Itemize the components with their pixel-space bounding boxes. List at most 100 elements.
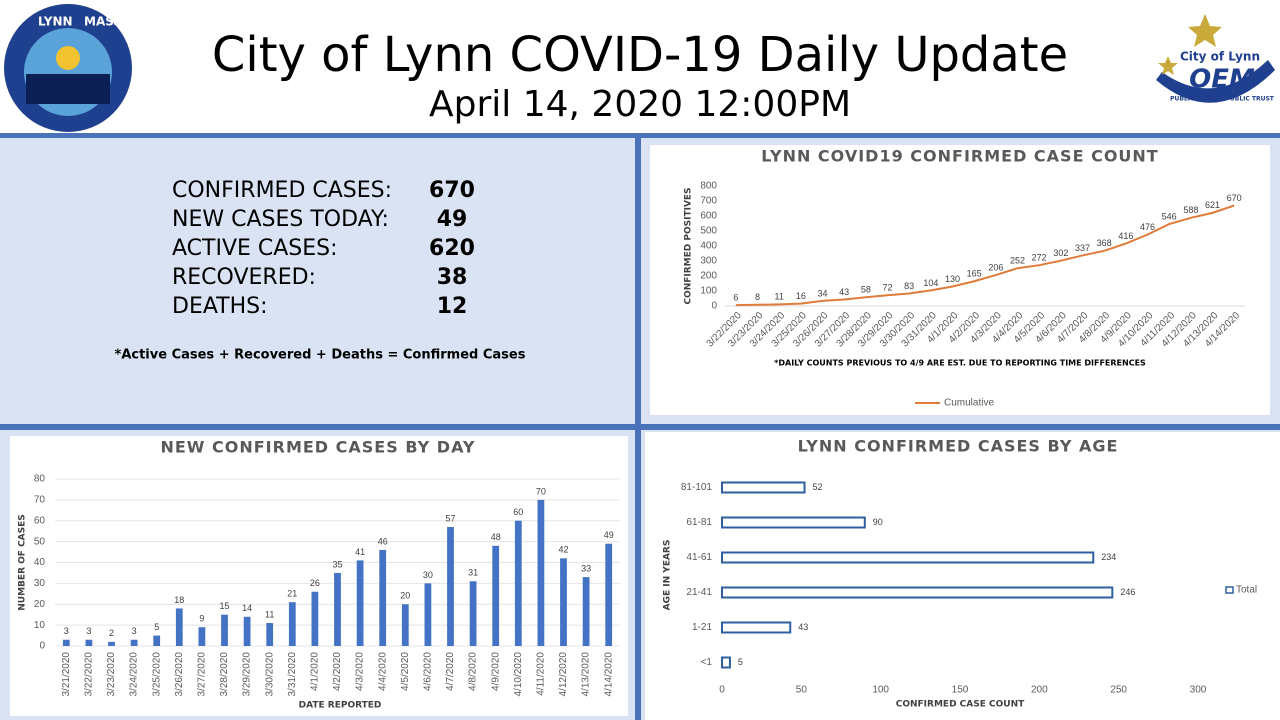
x-tick-label: 4/3/2020 (355, 652, 366, 691)
data-label: 5 (738, 657, 743, 667)
bar (721, 586, 1114, 599)
logo-star (1158, 56, 1178, 75)
chart-title: NEW CONFIRMED CASES BY DAY (160, 438, 475, 457)
y-tick-label: 50 (34, 536, 46, 547)
divider (635, 137, 641, 720)
bar (153, 635, 161, 646)
data-label: 3 (64, 626, 69, 636)
bar (514, 520, 522, 646)
x-axis-label: DATE REPORTED (299, 701, 382, 711)
data-label: 104 (923, 278, 938, 288)
bar (721, 621, 792, 634)
bar (62, 639, 70, 646)
x-tick-label: 3/24/2020 (129, 652, 140, 697)
seal-rocks (26, 74, 110, 104)
data-label: 52 (813, 482, 823, 492)
data-label: 11 (774, 292, 783, 302)
y-tick-label: 300 (700, 256, 717, 267)
y-tick-label: 200 (700, 271, 717, 282)
y-tick-label: 81-101 (681, 482, 713, 493)
bar (85, 639, 93, 646)
logo-text: OEM (1189, 65, 1255, 95)
x-tick-label: 3/25/2020 (151, 652, 162, 697)
data-label: 11 (265, 609, 274, 619)
y-axis-label: NUMBER OF CASES (18, 514, 28, 610)
x-tick-label: 3/30/2020 (264, 652, 275, 697)
data-label: 416 (1118, 231, 1133, 241)
chart-box (650, 145, 1270, 415)
data-label: 302 (1053, 248, 1068, 258)
bar (560, 558, 567, 646)
data-label: 234 (1101, 552, 1116, 562)
x-tick-label: 4/2/2020 (332, 652, 343, 691)
y-tick-label: 41-61 (686, 552, 712, 563)
data-label: 3 (86, 626, 91, 636)
data-label: 15 (219, 601, 229, 611)
data-label: 42 (558, 545, 568, 555)
data-label: 60 (513, 507, 523, 517)
bar (721, 551, 1095, 564)
data-label: 8 (755, 292, 760, 302)
y-tick-label: 30 (34, 578, 46, 589)
x-tick-label: 3/23/2020 (106, 652, 117, 697)
data-label: 46 (378, 536, 388, 546)
y-tick-label: 61-81 (686, 517, 712, 528)
stat-label: NEW CASES TODAY: (172, 207, 389, 232)
x-tick-label: 4/6/2020 (423, 652, 434, 691)
legend-label: Total (1236, 585, 1257, 596)
data-label: 72 (882, 283, 892, 293)
y-tick-label: 400 (700, 241, 717, 252)
stat-value: 12 (437, 294, 468, 319)
bar (175, 608, 183, 646)
stat-value: 49 (437, 207, 468, 232)
bar (356, 560, 364, 646)
data-label: 33 (581, 563, 591, 573)
data-label: 18 (174, 595, 184, 605)
chart-box (645, 432, 1280, 720)
data-label: 272 (1032, 253, 1047, 263)
y-tick-label: 500 (700, 226, 717, 237)
x-tick-label: 3/22/2020 (84, 652, 95, 697)
data-label: 34 (817, 288, 827, 298)
y-tick-label: 0 (711, 301, 717, 312)
data-label: 14 (242, 603, 252, 613)
data-label: 16 (796, 291, 806, 301)
bar (424, 583, 432, 646)
x-axis-label: CONFIRMED CASE COUNT (896, 700, 1025, 710)
x-tick-label: 300 (1190, 685, 1207, 696)
stats-note: *Active Cases + Recovered + Deaths = Con… (115, 348, 526, 363)
x-tick-label: 150 (952, 685, 969, 696)
chart-title: LYNN COVID19 CONFIRMED CASE COUNT (761, 147, 1158, 166)
data-label: 130 (945, 274, 960, 284)
data-label: 206 (988, 262, 1003, 272)
bar (266, 623, 274, 646)
x-tick-label: 4/11/2020 (536, 652, 547, 696)
data-label: 368 (1097, 238, 1112, 248)
bar (605, 543, 613, 646)
y-tick-label: 1-21 (692, 622, 712, 633)
x-tick-label: 4/14/2020 (603, 652, 614, 697)
data-label: 90 (873, 517, 883, 527)
bar (198, 627, 206, 646)
stats: CONFIRMED CASES: 670 NEW CASES TODAY: 49 ACT… (172, 178, 475, 319)
bar (537, 499, 545, 646)
bar (469, 581, 477, 646)
x-tick-label: 3/29/2020 (242, 652, 253, 697)
bar (288, 602, 296, 646)
seal-sun (56, 46, 80, 70)
chart-box (10, 436, 628, 716)
y-tick-label: 0 (39, 641, 45, 652)
x-tick-label: 3/27/2020 (197, 652, 208, 697)
page-title: City of Lynn COVID-19 Daily Update (212, 27, 1068, 83)
data-label: 41 (355, 547, 365, 557)
x-tick-label: 4/12/2020 (558, 652, 569, 697)
x-tick-label: 3/21/2020 (61, 652, 72, 697)
bar (243, 616, 251, 646)
y-tick-label: 10 (34, 620, 46, 631)
x-tick-label: 200 (1031, 685, 1048, 696)
x-tick-label: 4/9/2020 (490, 652, 501, 691)
data-label: 21 (287, 589, 297, 599)
data-label: 246 (1120, 587, 1135, 597)
stat-label: RECOVERED: (172, 265, 316, 290)
bar (334, 572, 341, 646)
